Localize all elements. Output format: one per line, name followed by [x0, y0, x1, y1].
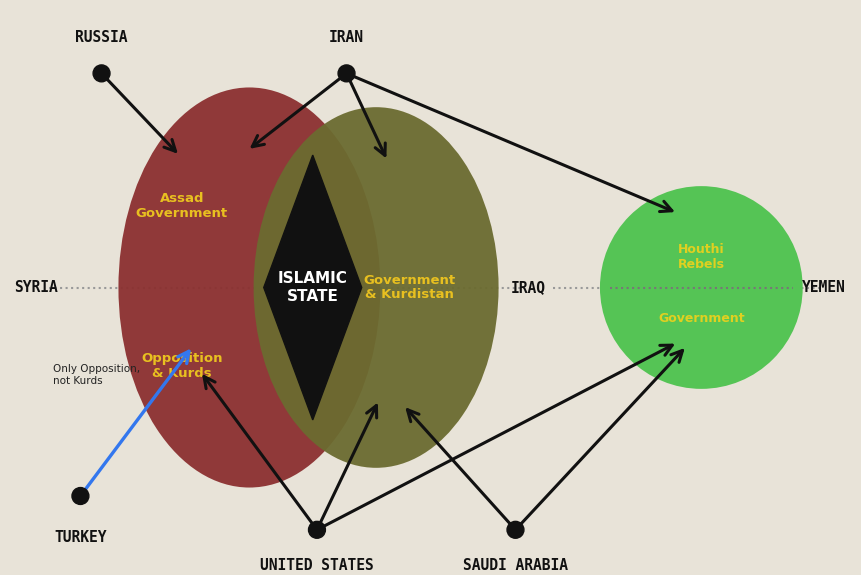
Text: Assad
Government: Assad Government — [135, 192, 227, 220]
Text: Only Opposition,
not Kurds: Only Opposition, not Kurds — [53, 364, 139, 386]
Text: TURKEY: TURKEY — [54, 530, 107, 545]
Text: SYRIA: SYRIA — [14, 280, 58, 295]
Text: IRAQ: IRAQ — [510, 280, 545, 295]
Text: UNITED STATES: UNITED STATES — [260, 558, 374, 573]
Ellipse shape — [253, 107, 498, 468]
Text: IRAN: IRAN — [329, 30, 363, 45]
Text: ISLAMIC
STATE: ISLAMIC STATE — [277, 271, 347, 304]
Ellipse shape — [308, 522, 325, 538]
Ellipse shape — [72, 488, 89, 504]
Text: RUSSIA: RUSSIA — [75, 30, 127, 45]
Ellipse shape — [93, 65, 110, 82]
Ellipse shape — [599, 186, 802, 389]
Text: SAUDI ARABIA: SAUDI ARABIA — [462, 558, 567, 573]
Text: Government
& Kurdistan: Government & Kurdistan — [363, 274, 455, 301]
Text: YEMEN: YEMEN — [801, 280, 845, 295]
Ellipse shape — [506, 522, 523, 538]
Polygon shape — [263, 155, 362, 420]
Text: Houthi
Rebels: Houthi Rebels — [677, 243, 724, 270]
Ellipse shape — [338, 65, 355, 82]
Text: Government: Government — [657, 312, 744, 325]
Text: Opposition
& Kurds: Opposition & Kurds — [141, 352, 222, 381]
Ellipse shape — [118, 87, 380, 488]
